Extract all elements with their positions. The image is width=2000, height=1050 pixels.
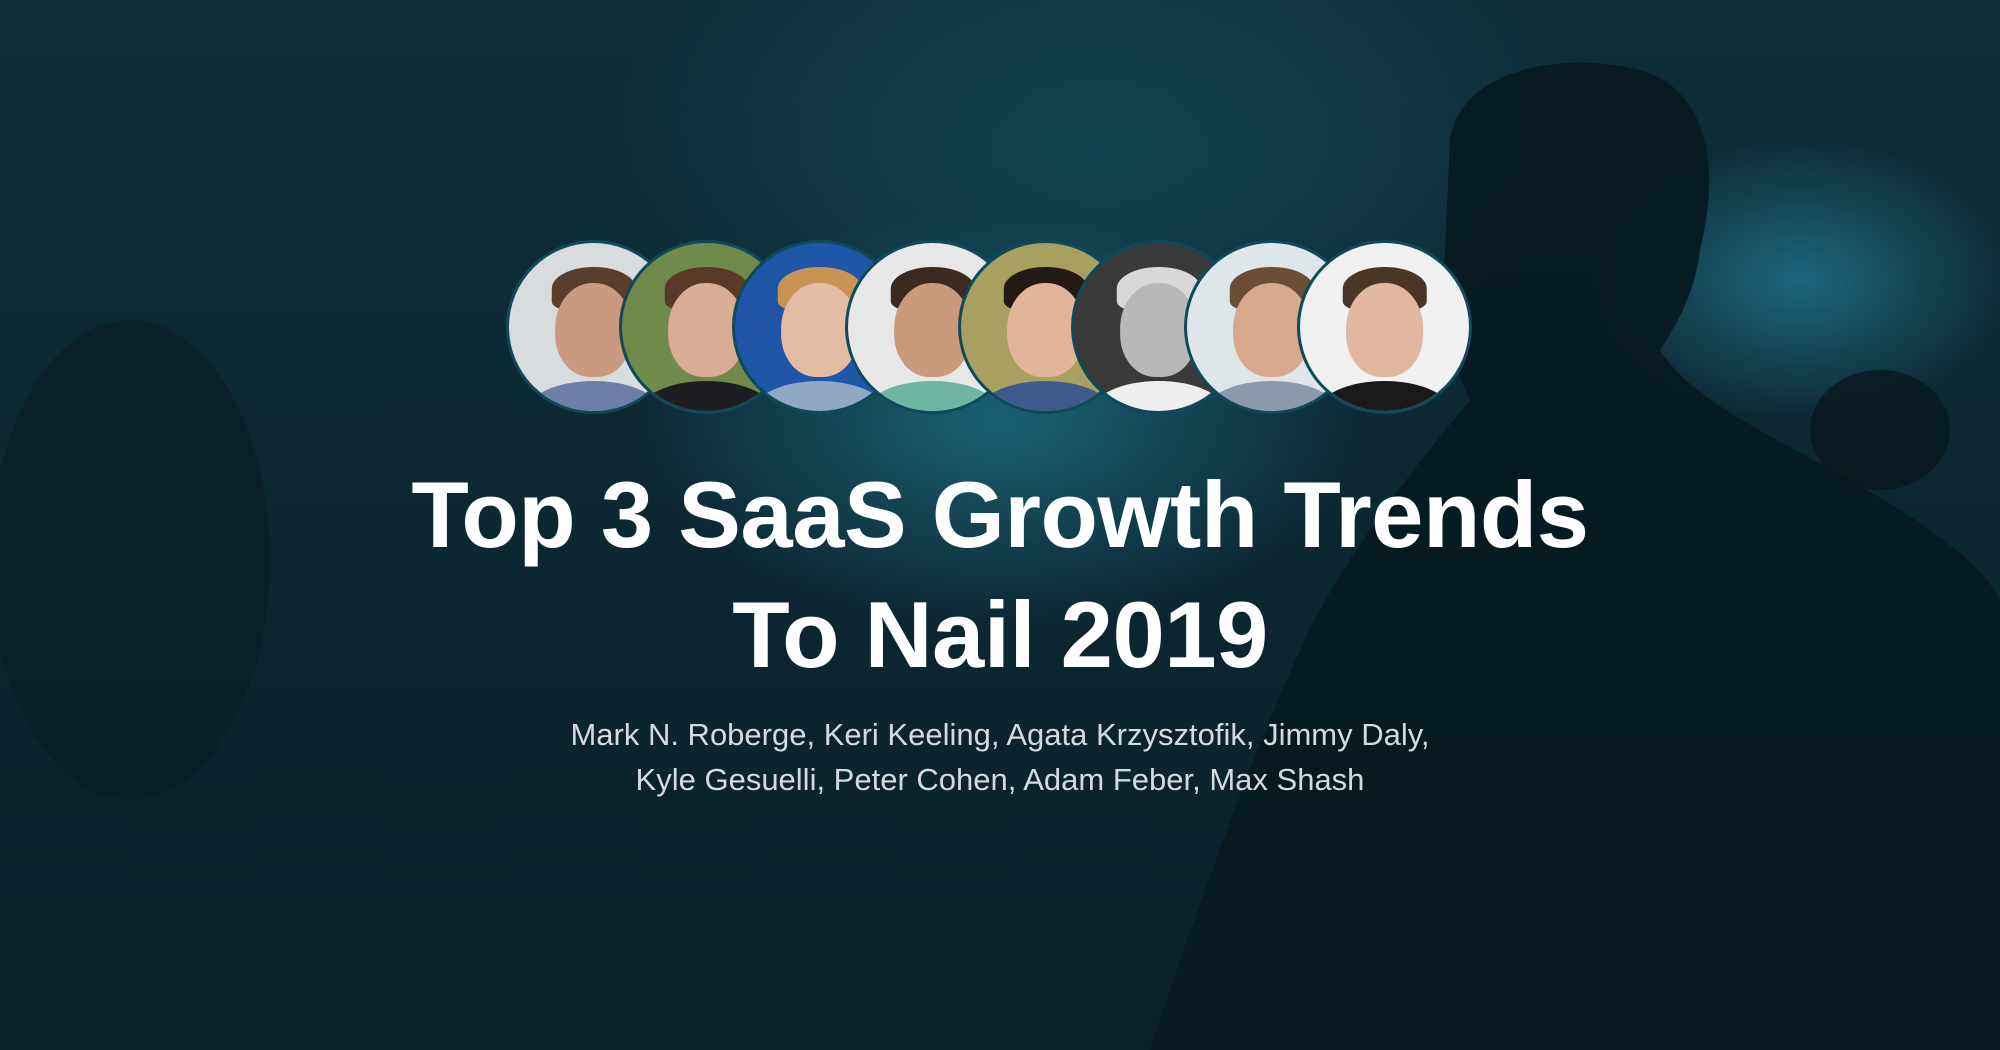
shoulders: [1316, 380, 1453, 411]
author-list: Mark N. Roberge, Keri Keeling, Agata Krz…: [0, 712, 2000, 802]
face: [1345, 283, 1424, 378]
speaker-avatars: [506, 240, 1476, 415]
authors-line-2: Kyle Gesuelli, Peter Cohen, Adam Feber, …: [635, 762, 1365, 797]
page-title: Top 3 SaaS Growth Trends To Nail 2019: [0, 455, 2000, 695]
title-line-2: To Nail 2019: [732, 582, 1268, 687]
avatar: [1297, 240, 1472, 414]
title-line-1: Top 3 SaaS Growth Trends: [411, 462, 1589, 567]
authors-line-1: Mark N. Roberge, Keri Keeling, Agata Krz…: [570, 717, 1430, 752]
